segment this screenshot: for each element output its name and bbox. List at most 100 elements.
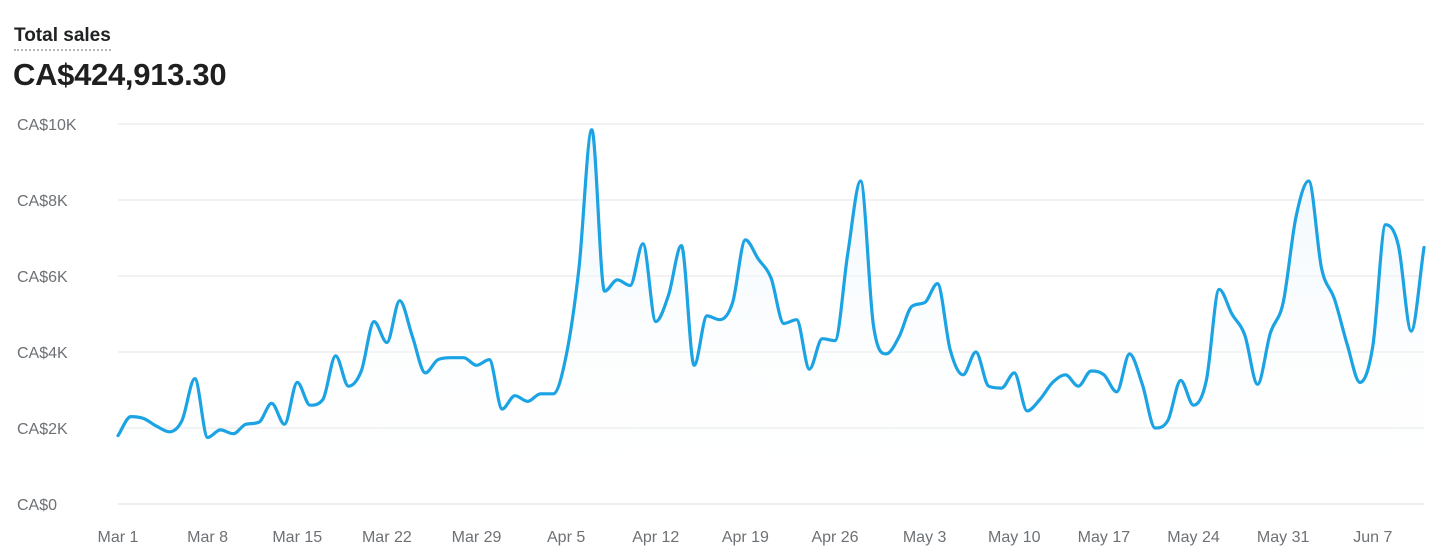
- data-point: [1358, 380, 1362, 384]
- data-point: [1345, 342, 1349, 346]
- x-tick-label: May 3: [903, 529, 947, 546]
- y-tick-label: CA$0: [17, 497, 57, 514]
- data-point: [1320, 266, 1324, 270]
- data-point: [129, 415, 133, 419]
- data-point: [270, 401, 274, 405]
- data-point: [231, 432, 235, 436]
- y-tick-label: CA$6K: [17, 269, 68, 286]
- data-point: [1332, 297, 1336, 301]
- data-point: [795, 318, 799, 322]
- data-point: [820, 337, 824, 341]
- data-point: [1025, 409, 1029, 413]
- data-point: [641, 242, 645, 246]
- x-tick-label: Apr 26: [811, 529, 858, 546]
- data-point: [935, 282, 939, 286]
- data-point: [513, 394, 517, 398]
- y-tick-label: CA$8K: [17, 193, 68, 210]
- y-tick-label: CA$2K: [17, 421, 68, 438]
- data-point: [1063, 373, 1067, 377]
- data-point: [1153, 426, 1157, 430]
- data-point: [359, 369, 363, 373]
- data-point: [1371, 344, 1375, 348]
- data-point: [1140, 382, 1144, 386]
- data-point: [206, 436, 210, 440]
- x-tick-label: Mar 1: [98, 529, 139, 546]
- data-point: [974, 350, 978, 354]
- sales-series-line: [116, 128, 1426, 440]
- x-axis-labels: Mar 1 Mar 8 Mar 15 Mar 22 Mar 29 Apr 5 Apr 12 A…: [98, 529, 1393, 546]
- data-point: [846, 251, 850, 255]
- x-tick-label: Apr 12: [632, 529, 679, 546]
- data-point: [590, 128, 594, 132]
- data-point: [321, 398, 325, 402]
- data-point: [948, 348, 952, 352]
- data-point: [1281, 301, 1285, 305]
- y-axis-labels: CA$0 CA$2K CA$4K CA$6K CA$8K CA$10K: [17, 117, 77, 514]
- data-point: [1256, 382, 1260, 386]
- data-point: [999, 386, 1003, 390]
- data-point: [142, 417, 146, 421]
- data-point: [615, 278, 619, 282]
- data-point: [116, 434, 120, 438]
- x-tick-label: Apr 19: [722, 529, 769, 546]
- total-sales-label[interactable]: Total sales: [14, 24, 111, 51]
- x-tick-label: May 10: [988, 529, 1041, 546]
- x-tick-label: May 17: [1078, 529, 1131, 546]
- data-point: [475, 363, 479, 367]
- data-point: [1217, 287, 1221, 291]
- total-sales-value: CA$424,913.30: [13, 57, 227, 92]
- data-point: [884, 352, 888, 356]
- data-point: [987, 384, 991, 388]
- data-point: [334, 354, 338, 358]
- data-point: [769, 276, 773, 280]
- data-point: [577, 266, 581, 270]
- data-point: [1294, 215, 1298, 219]
- data-point: [436, 358, 440, 362]
- data-point: [603, 289, 607, 293]
- data-point: [244, 422, 248, 426]
- data-point: [1115, 390, 1119, 394]
- data-point: [923, 301, 927, 305]
- data-point: [667, 293, 671, 297]
- data-point: [372, 320, 376, 324]
- x-tick-label: Jun 7: [1353, 529, 1392, 546]
- data-point: [308, 403, 312, 407]
- data-point: [154, 424, 158, 428]
- x-tick-label: Mar 22: [362, 529, 412, 546]
- data-point: [295, 380, 299, 384]
- x-tick-label: May 31: [1257, 529, 1310, 546]
- data-point: [731, 301, 735, 305]
- data-point: [833, 339, 837, 343]
- data-point: [1384, 223, 1388, 227]
- data-point: [193, 377, 197, 381]
- data-point: [654, 320, 658, 324]
- sales-area-fill: [118, 129, 1424, 504]
- data-point: [500, 407, 504, 411]
- data-point: [1268, 331, 1272, 335]
- data-point: [1102, 373, 1106, 377]
- data-point: [871, 323, 875, 327]
- data-point: [398, 299, 402, 303]
- data-point: [807, 367, 811, 371]
- data-point: [462, 356, 466, 360]
- data-point: [1166, 418, 1170, 422]
- data-point: [487, 358, 491, 362]
- data-point: [257, 420, 261, 424]
- x-tick-label: Mar 29: [452, 529, 502, 546]
- data-point: [180, 418, 184, 422]
- data-point: [961, 373, 965, 377]
- data-point: [410, 335, 414, 339]
- data-point: [1076, 384, 1080, 388]
- data-point: [1089, 369, 1093, 373]
- data-point: [628, 284, 632, 288]
- data-point: [679, 244, 683, 248]
- data-point: [897, 335, 901, 339]
- data-point: [782, 322, 786, 326]
- data-point: [1396, 244, 1400, 248]
- data-point: [385, 341, 389, 345]
- data-point: [1409, 329, 1413, 333]
- data-point: [692, 363, 696, 367]
- data-point: [743, 238, 747, 242]
- data-point: [1422, 246, 1426, 250]
